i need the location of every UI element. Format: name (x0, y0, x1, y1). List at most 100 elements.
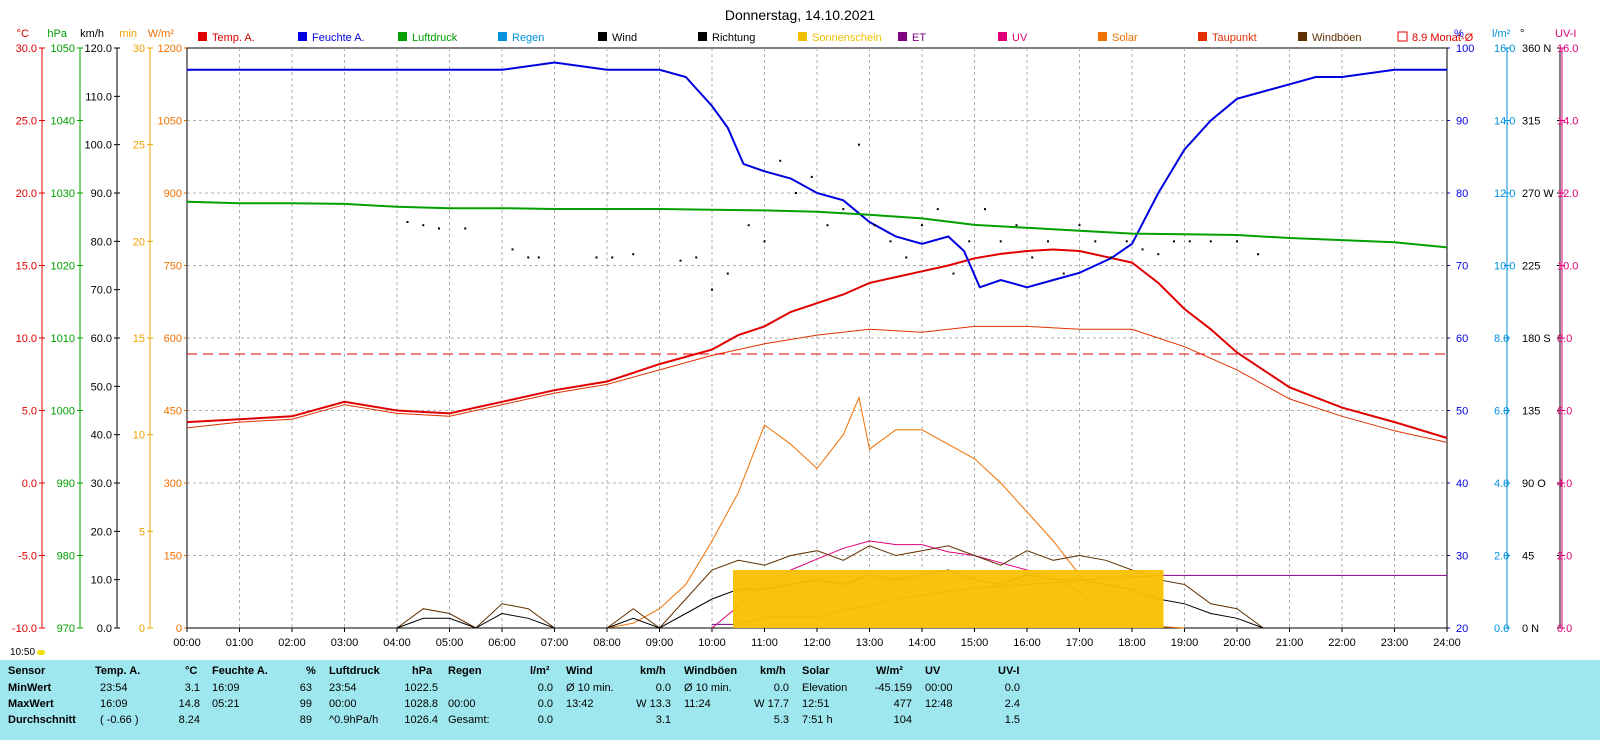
y-tick-label-kmh: 80.0 (91, 236, 112, 248)
summary-table: Sensor Temp. A. °C Feuchte A.% Luftdruck hPa R… (0, 660, 1600, 740)
y-tick-label-temp: 10.0 (16, 333, 37, 345)
x-tick-label: 05:00 (436, 637, 464, 649)
y-tick-label-lm2: 14.0 (1494, 116, 1515, 128)
y-tick-label-hpa: 1030 (51, 188, 75, 200)
legend-swatch (1397, 31, 1408, 42)
y-tick-label-temp: -5.0 (18, 551, 37, 563)
legend: Temp. A. Feuchte A. Luftdruck Regen Wind Rich… (198, 31, 1474, 44)
summary-cell: 1022.5 (404, 682, 438, 694)
y-tick-label-deg: 90 O (1522, 478, 1546, 490)
y-tick-label-kmh: 40.0 (91, 430, 112, 442)
summary-cell: Gesamt: (448, 714, 490, 726)
y-tick-label-hpa: 1000 (51, 406, 75, 418)
x-tick-label: 20:00 (1223, 637, 1251, 649)
y-tick-label-min: 30 (133, 43, 145, 55)
summary-header: hPa (412, 665, 433, 677)
series-feuchte-a--line (187, 61, 1447, 289)
y-tick-label-lm2: 16.0 (1494, 43, 1515, 55)
summary-header: °C (185, 665, 198, 677)
axis-unit-deg: ° (1520, 28, 1524, 40)
summary-cell: 1026.4 (404, 714, 438, 726)
summary-cell: 12:48 (925, 698, 953, 710)
x-tick-label: 00:00 (173, 637, 201, 649)
weather-chart: Donnerstag, 14.10.2021 Temp. A. Feuchte A… (12, 7, 1579, 649)
summary-header: W/m² (876, 665, 903, 677)
summary-cell: W 13.3 (636, 698, 671, 710)
summary-cell: 13:42 (566, 698, 594, 710)
x-tick-label: 11:00 (751, 637, 778, 649)
summary-cell: 2.4 (1004, 698, 1020, 710)
y-tick-label-deg: 135 (1522, 406, 1540, 418)
y-tick-label-kmh: 60.0 (91, 333, 112, 345)
summary-cell: 1.5 (1004, 714, 1020, 726)
axis-unit-hpa: hPa (47, 28, 67, 40)
series-richtung-point (1125, 240, 1128, 243)
y-tick-label-uvi: 0.0 (1557, 623, 1572, 635)
series-richtung-point (873, 224, 876, 227)
series-sonnenschein-bar (733, 570, 1164, 628)
y-tick-label-min: 20 (133, 236, 145, 248)
y-tick-label-min: 15 (133, 333, 145, 345)
series-richtung-point (632, 253, 635, 256)
x-tick-label: 06:00 (488, 637, 516, 649)
summary-cell: 23:54 (100, 682, 128, 694)
legend-swatch (698, 32, 707, 41)
series-richtung-point (810, 175, 813, 178)
x-tick-label: 19:00 (1171, 637, 1199, 649)
legend-swatch (898, 32, 907, 41)
y-tick-label-temp: 0.0 (22, 478, 37, 490)
legend-label: Windböen (1312, 32, 1362, 44)
y-tick-label-hpa: 1050 (51, 43, 75, 55)
y-tick-label-pct: 80 (1456, 188, 1468, 200)
summary-header: l/m² (530, 665, 550, 677)
y-tick-label-deg: 225 (1522, 261, 1540, 273)
summary-cell: ( -0.66 ) (100, 714, 139, 726)
y-tick-label-temp: 5.0 (22, 406, 37, 418)
series-richtung-point (795, 192, 797, 194)
time-marker-label: 10:50 (10, 647, 36, 658)
summary-cell: Elevation (802, 682, 848, 694)
y-tick-label-pct: 40 (1456, 478, 1468, 490)
summary-cell: 05:21 (212, 698, 240, 710)
y-tick-label-temp: 20.0 (16, 188, 37, 200)
summary-row-label: MinWert (8, 682, 52, 694)
summary-header: % (306, 665, 316, 677)
y-tick-label-pct: 30 (1456, 551, 1468, 563)
time-marker: 10:50 (10, 647, 46, 658)
y-tick-label-wm2: 1050 (158, 116, 182, 128)
series-richtung-point (905, 256, 908, 259)
y-tick-label-pct: 70 (1456, 261, 1468, 273)
y-tick-label-temp: 25.0 (16, 116, 37, 128)
series-richtung-point (527, 256, 530, 259)
series-taupunkt-line (186, 325, 1448, 443)
y-tick-label-min: 25 (133, 140, 145, 152)
y-tick-label-kmh: 110.0 (85, 91, 112, 103)
series-richtung-point (1047, 240, 1049, 243)
x-tick-label: 08:00 (593, 637, 621, 649)
x-tick-label: 02:00 (278, 637, 306, 649)
y-tick-label-uvi: 16.0 (1557, 43, 1578, 55)
y-tick-label-lm2: 6.0 (1494, 406, 1509, 418)
summary-cell: 12:51 (802, 698, 830, 710)
series-richtung-point (711, 288, 713, 291)
series-richtung-point (1173, 240, 1175, 243)
legend-swatch (598, 32, 607, 41)
legend-swatch (498, 32, 507, 41)
summary-header: Wind (566, 665, 593, 677)
summary-cell: ^0.9hPa/h (329, 714, 379, 726)
x-tick-label: 17:00 (1066, 637, 1094, 649)
series-richtung-point (952, 272, 955, 275)
plot-area (186, 61, 1448, 629)
y-tick-label-kmh: 100.0 (84, 140, 112, 152)
legend-label: Temp. A. (212, 32, 255, 44)
axes: 00:00 01:00 02:00 03:00 04:00 05:00 06:00 07:00… (12, 28, 1579, 649)
legend-swatch (998, 32, 1007, 41)
series-richtung-point (1257, 253, 1259, 256)
axis-unit-min: min (119, 28, 137, 40)
sun-icon (37, 650, 46, 655)
y-tick-label-kmh: 70.0 (91, 285, 112, 297)
x-tick-label: 23:00 (1381, 637, 1409, 649)
summary-cell: 8.24 (178, 714, 200, 726)
legend-label: UV (1012, 32, 1028, 44)
series-richtung-point (511, 248, 514, 251)
